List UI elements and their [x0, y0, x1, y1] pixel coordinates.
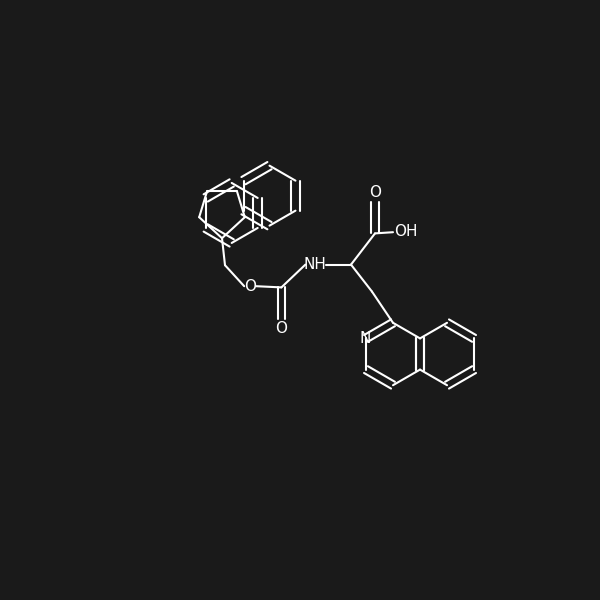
- Text: O: O: [369, 185, 381, 200]
- Text: OH: OH: [394, 224, 418, 239]
- Text: N: N: [359, 331, 370, 346]
- Text: NH: NH: [304, 257, 326, 272]
- Text: O: O: [244, 279, 256, 294]
- Text: O: O: [275, 320, 287, 336]
